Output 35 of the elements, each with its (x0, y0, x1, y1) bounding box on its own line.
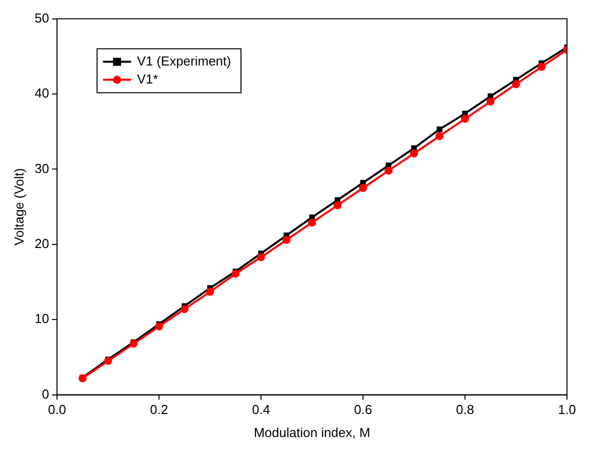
y-tick-label: 50 (34, 10, 50, 26)
x-tick-label: 0.8 (456, 402, 474, 418)
point (155, 322, 164, 330)
legend-label: V1 (Experiment) (137, 53, 231, 68)
point (130, 340, 138, 348)
point (359, 184, 368, 192)
x-tick-label: 0.2 (150, 402, 168, 418)
point (384, 166, 393, 175)
point (538, 62, 546, 71)
point (257, 253, 266, 262)
y-axis-title: Voltage (Volt) (11, 168, 26, 246)
legend-label: V1* (137, 71, 158, 86)
point (104, 356, 112, 365)
x-tick-label: 0.6 (354, 402, 372, 418)
x-tick-label: 0.0 (48, 402, 66, 418)
point (206, 288, 214, 296)
point (486, 98, 495, 106)
x-axis-title: Modulation index, M (254, 424, 370, 440)
y-tick-label: 10 (34, 311, 50, 326)
point (180, 305, 189, 314)
point (461, 114, 470, 123)
point (334, 201, 342, 210)
point (436, 126, 442, 132)
x-tick-label: 0.4 (252, 402, 270, 418)
point (512, 80, 520, 88)
x-tick-label: 1.0 (558, 402, 576, 418)
point (436, 132, 444, 140)
point (232, 270, 240, 278)
y-tick-label: 0 (42, 386, 50, 402)
point (410, 149, 418, 158)
y-tick-label: 30 (34, 160, 50, 176)
point (308, 218, 316, 227)
y-tick-label: 20 (34, 236, 50, 251)
point (282, 236, 291, 244)
y-tick-label: 40 (34, 86, 50, 101)
